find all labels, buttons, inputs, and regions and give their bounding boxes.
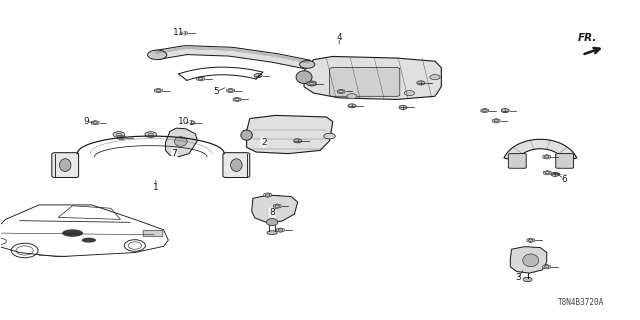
Polygon shape [179,31,188,36]
Polygon shape [481,108,488,113]
Circle shape [347,94,357,99]
Circle shape [404,91,415,96]
Polygon shape [492,119,500,123]
Polygon shape [504,139,577,161]
Circle shape [294,139,301,143]
Polygon shape [246,116,333,154]
Text: 3: 3 [515,273,521,282]
Polygon shape [543,265,550,269]
Ellipse shape [174,137,187,146]
Polygon shape [308,81,316,86]
Text: 11: 11 [172,28,184,37]
Circle shape [551,172,559,176]
FancyBboxPatch shape [330,68,400,96]
Polygon shape [233,97,241,102]
Text: 4: 4 [337,33,342,42]
Polygon shape [227,88,234,93]
Text: FR.: FR. [577,34,596,44]
Circle shape [348,104,356,108]
Ellipse shape [60,159,71,172]
Circle shape [148,50,167,60]
Circle shape [187,121,195,125]
Circle shape [417,81,425,85]
Polygon shape [92,121,99,125]
Circle shape [171,132,182,137]
Polygon shape [273,204,281,208]
Text: 6: 6 [561,175,567,184]
Text: 1: 1 [153,183,159,192]
Text: 9: 9 [83,117,89,126]
Polygon shape [337,89,345,94]
Circle shape [254,74,262,77]
FancyBboxPatch shape [52,153,79,178]
Ellipse shape [82,238,96,243]
Circle shape [430,75,440,80]
Circle shape [307,81,317,86]
Text: T8N4B3720A: T8N4B3720A [558,298,604,307]
Ellipse shape [523,254,539,267]
Polygon shape [166,128,197,157]
Polygon shape [510,247,547,273]
Polygon shape [543,171,551,175]
Polygon shape [155,88,163,93]
Text: 8: 8 [269,208,275,217]
FancyBboxPatch shape [508,154,526,168]
Circle shape [300,60,315,68]
FancyBboxPatch shape [223,153,250,178]
Polygon shape [304,56,442,100]
Circle shape [501,108,509,113]
Circle shape [113,132,125,137]
Polygon shape [196,76,204,81]
Text: 2: 2 [261,138,267,147]
Ellipse shape [296,71,312,84]
Polygon shape [527,238,534,243]
FancyBboxPatch shape [143,230,163,236]
Polygon shape [154,46,310,68]
Text: 10: 10 [178,117,189,126]
Text: 5: 5 [214,87,220,96]
Ellipse shape [230,159,242,172]
Ellipse shape [266,219,278,226]
Circle shape [324,133,335,139]
Polygon shape [543,155,550,159]
Text: 7: 7 [172,149,177,158]
Polygon shape [252,195,298,222]
Ellipse shape [62,229,83,237]
Circle shape [523,277,532,282]
Polygon shape [118,135,125,140]
Ellipse shape [267,231,277,235]
Polygon shape [276,228,284,232]
Circle shape [145,132,157,137]
Ellipse shape [241,130,252,140]
Polygon shape [264,193,271,197]
Circle shape [399,105,407,109]
FancyBboxPatch shape [556,154,573,168]
